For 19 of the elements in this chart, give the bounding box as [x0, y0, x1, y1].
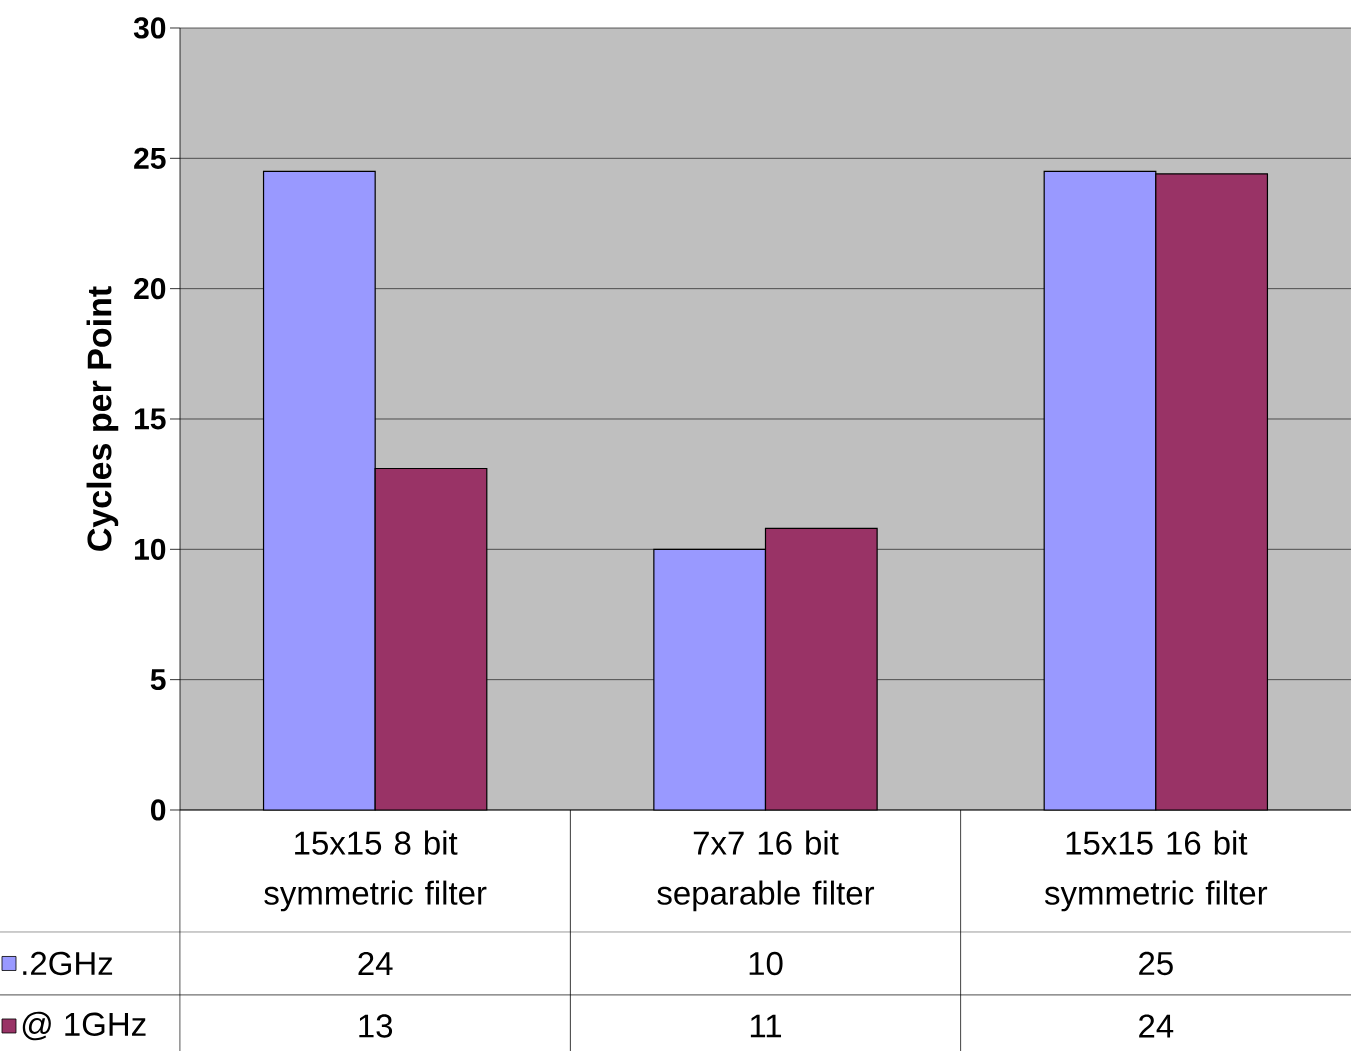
y-tick-label: 5: [150, 669, 166, 691]
y-axis-title: Cycles per Point: [86, 286, 119, 551]
data-label: 24: [358, 951, 393, 976]
y-tick-label: 30: [133, 17, 166, 39]
x-tick-label: 7x7 16 bit separable filter: [657, 830, 875, 912]
legend-label: @ 1GHz: [22, 1011, 146, 1041]
legend-label: .2GHz: [23, 951, 113, 976]
data-label: 24: [1139, 1014, 1174, 1038]
data-label: 25: [1139, 951, 1173, 976]
x-tick-label: 15x15 8 bit symmetric filter: [264, 830, 487, 912]
data-label: 11: [750, 1014, 782, 1038]
data-label: 10: [749, 951, 783, 976]
y-tick-label: 0: [150, 799, 166, 821]
y-tick-label: 10: [134, 538, 166, 560]
x-tick-label: 15x15 16 bit symmetric filter: [1044, 830, 1268, 912]
y-tick-label: 20: [134, 278, 166, 300]
y-tick-label: 25: [134, 147, 166, 169]
data-label: 13: [359, 1014, 393, 1038]
y-tick-label: 15: [134, 408, 166, 430]
